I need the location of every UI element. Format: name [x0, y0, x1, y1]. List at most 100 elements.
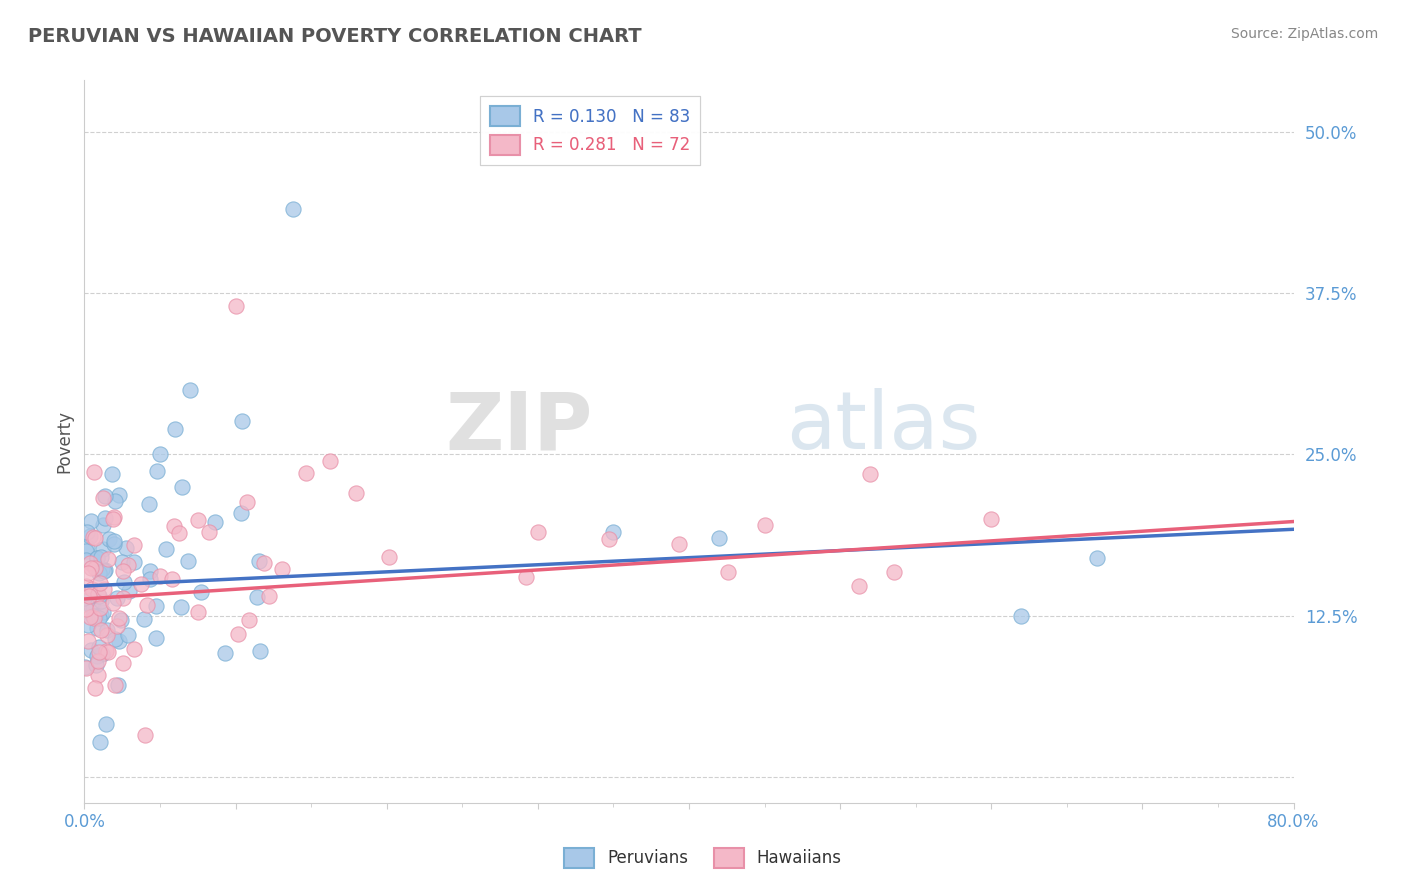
Point: [270, 562, 292, 576]
Point: [515, 570, 537, 584]
Point: [97, 552, 120, 566]
Point: [91, 541, 114, 556]
Point: [138, 497, 160, 511]
Point: [96, 628, 118, 642]
Point: [103, 510, 125, 524]
Text: ZIP: ZIP: [444, 388, 592, 467]
Point: [378, 549, 401, 564]
Point: [145, 599, 167, 613]
Point: [598, 532, 620, 546]
Point: [112, 564, 135, 578]
Point: [187, 513, 209, 527]
Point: [131, 576, 153, 591]
Point: [79, 609, 101, 624]
Point: [169, 599, 191, 614]
Point: [94, 644, 117, 658]
Point: [87, 587, 110, 601]
Point: [89, 735, 111, 749]
Point: [135, 598, 157, 612]
Point: [103, 512, 125, 526]
Point: [319, 454, 342, 468]
Point: [214, 646, 236, 660]
Point: [165, 422, 187, 436]
Point: [90, 624, 112, 638]
Point: [89, 576, 111, 591]
Point: [86, 621, 108, 635]
Point: [93, 511, 115, 525]
Point: [75, 579, 97, 593]
Point: [90, 549, 112, 564]
Point: [139, 564, 162, 578]
Point: [83, 611, 105, 625]
Point: [97, 645, 120, 659]
Point: [86, 550, 108, 565]
Point: [75, 601, 97, 615]
Point: [117, 558, 139, 572]
Point: [84, 681, 107, 695]
Point: [76, 540, 98, 554]
Point: [96, 623, 118, 637]
Point: [79, 528, 101, 542]
Point: [86, 550, 108, 565]
Point: [87, 640, 110, 654]
Y-axis label: Poverty: Poverty: [55, 410, 73, 473]
Point: [90, 593, 112, 607]
Point: [246, 590, 269, 604]
Point: [77, 634, 100, 648]
Point: [79, 557, 101, 571]
Point: [103, 533, 125, 548]
Point: [75, 552, 97, 566]
Point: [163, 519, 186, 533]
Point: [86, 649, 108, 664]
Point: [225, 299, 247, 313]
Point: [87, 566, 110, 580]
Point: [107, 678, 129, 692]
Point: [90, 607, 112, 622]
Point: [160, 572, 183, 586]
Point: [602, 524, 624, 539]
Point: [155, 542, 177, 557]
Point: [80, 643, 103, 657]
Point: [204, 515, 226, 529]
Point: [108, 488, 131, 502]
Point: [1085, 550, 1108, 565]
Point: [198, 525, 221, 540]
Point: [122, 555, 145, 569]
Point: [980, 512, 1002, 526]
Point: [80, 514, 103, 528]
Point: [91, 562, 114, 576]
Text: atlas: atlas: [786, 388, 980, 467]
Point: [118, 583, 141, 598]
Point: [73, 591, 96, 606]
Point: [249, 643, 271, 657]
Point: [146, 464, 169, 478]
Point: [91, 517, 114, 532]
Point: [84, 657, 107, 672]
Point: [93, 582, 115, 596]
Point: [149, 569, 172, 583]
Point: [226, 627, 249, 641]
Point: [111, 656, 134, 670]
Point: [104, 494, 127, 508]
Point: [257, 590, 280, 604]
Point: [717, 566, 740, 580]
Point: [103, 537, 125, 551]
Point: [108, 634, 131, 648]
Legend: Peruvians, Hawaiians: Peruvians, Hawaiians: [558, 841, 848, 875]
Point: [77, 617, 100, 632]
Point: [145, 632, 167, 646]
Point: [89, 589, 111, 603]
Legend: R = 0.130   N = 83, R = 0.281   N = 72: R = 0.130 N = 83, R = 0.281 N = 72: [479, 95, 700, 165]
Point: [73, 659, 96, 673]
Point: [859, 467, 882, 481]
Point: [253, 556, 276, 570]
Point: [104, 632, 127, 646]
Point: [112, 575, 135, 590]
Point: [94, 563, 117, 577]
Point: [93, 489, 115, 503]
Point: [75, 543, 97, 558]
Point: [90, 647, 112, 661]
Point: [138, 572, 160, 586]
Point: [82, 600, 104, 615]
Point: [122, 538, 145, 552]
